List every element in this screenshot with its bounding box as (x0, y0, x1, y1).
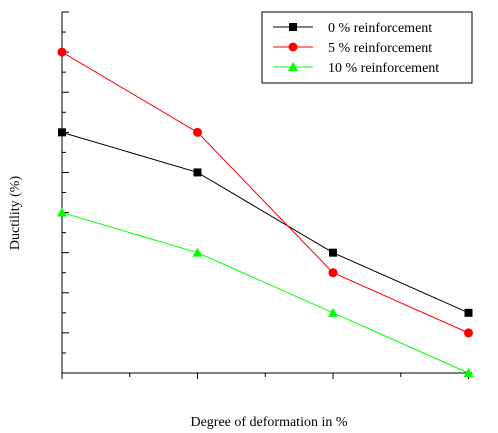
series-layer (57, 47, 474, 377)
series-2 (57, 207, 474, 377)
data-point (464, 328, 473, 338)
data-point (463, 368, 474, 377)
series-line (61, 131, 469, 314)
series-0 (58, 128, 473, 317)
legend-label: 10 % reinforcement (328, 61, 439, 76)
series-line (61, 51, 469, 334)
data-point (57, 207, 67, 217)
plot-axes (61, 11, 472, 379)
legend-label: 0 % reinforcement (328, 21, 432, 36)
data-point (328, 268, 338, 278)
series-1 (57, 47, 473, 338)
data-point (329, 248, 337, 257)
legend-marker (288, 62, 298, 71)
legend-label: 5 % reinforcement (328, 41, 432, 56)
data-point (328, 307, 338, 317)
legend-marker (289, 23, 297, 31)
legend: 0 % reinforcement 5 % reinforcement 10 % r… (261, 11, 473, 84)
data-point (57, 47, 67, 57)
series-line (61, 212, 469, 374)
data-point (58, 128, 66, 137)
y-axis-label: Ductility (%) (8, 176, 23, 251)
x-axis-label: Degree of deformation in % (190, 415, 347, 430)
data-point (464, 308, 473, 317)
data-point (193, 127, 202, 137)
data-point (193, 168, 202, 177)
legend-marker (288, 42, 298, 52)
data-point (192, 247, 203, 257)
